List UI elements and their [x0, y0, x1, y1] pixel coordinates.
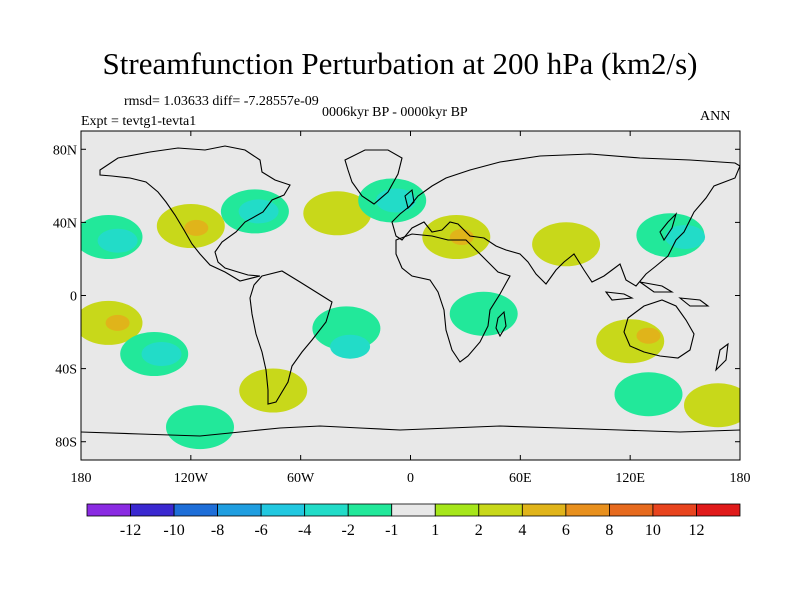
- colorbar-label-12: 10: [645, 522, 661, 539]
- x-tick-label-0: 180: [71, 471, 92, 486]
- anomaly-region-12: [532, 222, 601, 267]
- colorbar-swatch-10: [521, 503, 567, 517]
- colorbar-label-11: 8: [605, 522, 613, 539]
- anomaly-region-1: [97, 228, 138, 253]
- coast-greenland: [344, 149, 403, 205]
- period-label: 0006kyr BP - 0000kyr BP: [322, 105, 468, 120]
- colorbar-swatch-9: [478, 503, 523, 517]
- colorbar-swatch-7: [391, 503, 436, 517]
- colorbar-label-3: -6: [254, 522, 267, 539]
- colorbar-label-4: -4: [298, 522, 311, 539]
- colorbar-label-2: -8: [211, 522, 224, 539]
- anomaly-region-21: [449, 291, 518, 336]
- season-label: ANN: [700, 109, 731, 124]
- coast-africa: [395, 233, 511, 363]
- coast-japan: [659, 212, 678, 242]
- colorbar-swatch-1: [130, 503, 175, 517]
- coast-uk: [404, 188, 415, 210]
- experiment-label: Expt = tevtg1-tevta1: [81, 114, 197, 129]
- x-tick-label-1: 120W: [174, 471, 209, 486]
- colorbar-swatch-14: [696, 503, 741, 517]
- anomaly-region-11: [449, 229, 474, 245]
- colorbar-label-1: -10: [163, 522, 184, 539]
- coast-north-america: [99, 145, 291, 282]
- x-tick-label-2: 60W: [287, 471, 315, 486]
- chart-title: Streamfunction Perturbation at 200 hPa (…: [102, 46, 698, 81]
- coastlines: [81, 145, 740, 437]
- colorbar-swatch-8: [434, 503, 480, 517]
- colorbar-label-5: -2: [342, 522, 355, 539]
- coast-madagascar: [495, 310, 507, 338]
- colorbar-label-9: 4: [518, 522, 526, 539]
- x-tick-label-6: 180: [730, 471, 751, 486]
- anomaly-region-18: [141, 342, 182, 366]
- x-tick-label-4: 60E: [509, 471, 532, 486]
- y-tick-label-2: 0: [70, 290, 77, 305]
- y-tick-label-3: 40S: [55, 363, 77, 378]
- colorbar-label-13: 12: [688, 522, 704, 539]
- colorbar-swatch-11: [565, 503, 610, 517]
- anomaly-region-24: [239, 368, 308, 413]
- anomaly-region-16: [105, 314, 130, 331]
- colorbar-label-10: 6: [562, 522, 570, 539]
- colorbar-swatch-3: [217, 503, 262, 517]
- colorbar-swatch-4: [260, 503, 306, 517]
- anomaly-region-23: [636, 327, 661, 344]
- coast-south-america: [249, 270, 333, 405]
- x-tick-label-3: 0: [407, 471, 414, 486]
- anomaly-region-5: [238, 199, 279, 224]
- anomaly-region-3: [184, 219, 209, 236]
- anomaly-region-20: [330, 334, 371, 359]
- colorbar-swatch-12: [609, 503, 654, 517]
- colorbar-label-7: 1: [431, 522, 439, 539]
- anomaly-region-6: [303, 191, 372, 236]
- anomaly-region-25: [166, 405, 234, 450]
- coast-australia: [623, 299, 695, 359]
- colorbar-label-8: 2: [475, 522, 483, 539]
- colorbar-label-0: -12: [120, 522, 141, 539]
- colorbar-swatch-13: [652, 503, 697, 517]
- colorbar-label-6: -1: [385, 522, 398, 539]
- y-tick-label-1: 40N: [53, 216, 77, 231]
- y-tick-label-4: 80S: [55, 436, 77, 451]
- rmsd-stats: rmsd= 1.03633 diff= -7.28557e-09: [124, 94, 319, 109]
- colorbar-swatch-6: [347, 503, 393, 517]
- coast-new-zealand: [715, 342, 729, 372]
- colorbar-swatch-0: [86, 503, 131, 517]
- colorbar-swatch-5: [304, 503, 349, 517]
- anomaly-region-26: [684, 383, 740, 428]
- x-tick-label-5: 120E: [615, 471, 645, 486]
- anomaly-region-27: [614, 372, 683, 417]
- y-tick-label-0: 80N: [53, 143, 77, 158]
- coast-eurasia: [391, 153, 740, 287]
- colorbar-swatch-2: [173, 503, 219, 517]
- coast-antarctica: [81, 425, 740, 437]
- coast-indonesia: [604, 281, 710, 307]
